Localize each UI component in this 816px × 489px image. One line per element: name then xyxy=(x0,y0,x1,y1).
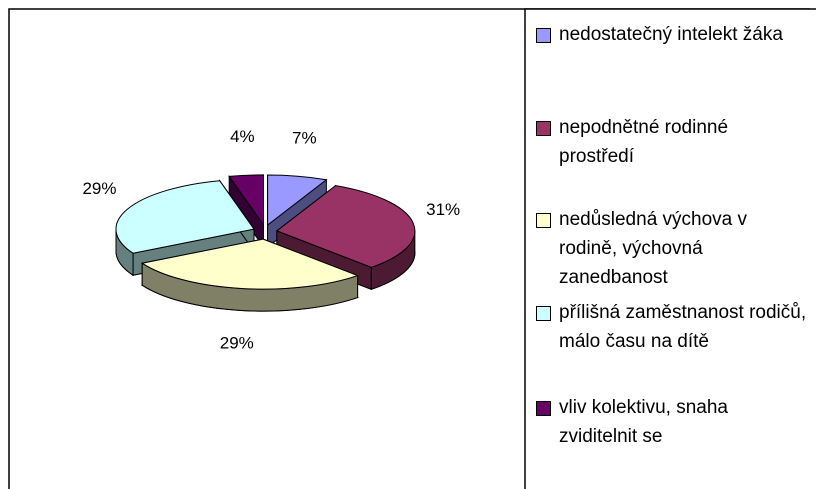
slice-top xyxy=(275,185,416,268)
legend-entry: vliv kolektivu, snaha zviditelnit se xyxy=(536,393,808,451)
legend-label: nepodnětné rodinné prostředí xyxy=(559,117,729,167)
data-label: 4% xyxy=(230,127,255,146)
slice-top xyxy=(228,174,264,227)
data-label: 29% xyxy=(82,179,116,198)
legend-label: nedostatečný intelekt žáka xyxy=(559,24,783,45)
legend-box xyxy=(524,8,816,489)
slice-top xyxy=(115,180,255,254)
data-label: 31% xyxy=(426,200,460,219)
legend-swatch xyxy=(536,121,551,136)
slice-top xyxy=(140,238,360,290)
data-label: 29% xyxy=(220,334,254,353)
legend-label: nedůsledná výchova v rodině, výchovná za… xyxy=(559,209,748,288)
legend-swatch xyxy=(536,28,551,43)
legend-label: vliv kolektivu, snaha zviditelnit se xyxy=(559,397,728,447)
legend-entry: nedostatečný intelekt žáka xyxy=(536,20,808,49)
pie-slice xyxy=(228,174,264,249)
legend-swatch xyxy=(536,213,551,228)
legend-swatch xyxy=(536,401,551,416)
legend-swatch xyxy=(536,306,551,321)
legend-label: přílišná zaměstnanost rodičů, málo času … xyxy=(559,302,807,352)
legend-entry: nepodnětné rodinné prostředí xyxy=(536,113,808,171)
data-label: 7% xyxy=(292,128,317,147)
legend-entry: nedůsledná výchova v rodině, výchovná za… xyxy=(536,205,808,292)
slice-top xyxy=(267,174,328,226)
pie-slice xyxy=(140,238,360,312)
legend-entry: přílišná zaměstnanost rodičů, málo času … xyxy=(536,298,808,356)
